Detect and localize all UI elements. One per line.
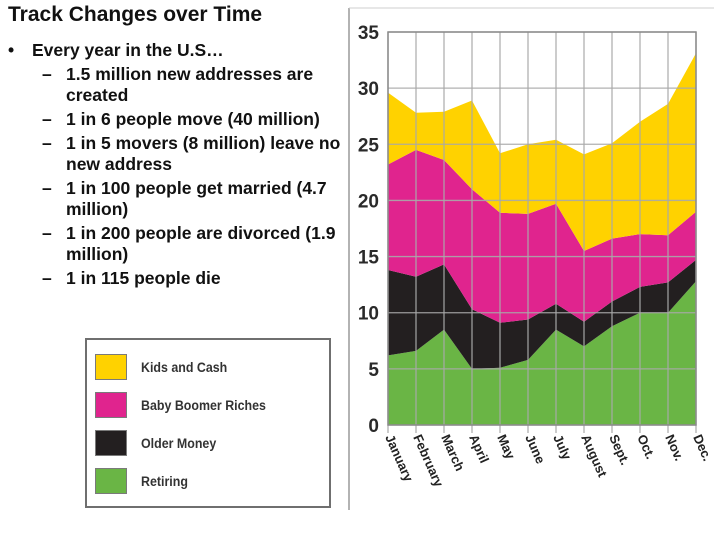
x-tick-label: July — [550, 432, 575, 463]
sub-bullet-text: 1 in 200 people are divorced (1.9 millio… — [66, 223, 336, 264]
x-tick-label: Sept. — [606, 432, 633, 467]
legend-item-older-money: Older Money — [95, 429, 223, 457]
legend-swatch — [95, 468, 127, 494]
bullet-main: • Every year in the U.S… — [8, 40, 348, 61]
sub-bullet: –1 in 100 people get married (4.7 millio… — [8, 178, 348, 220]
y-tick-label: 5 — [368, 360, 379, 381]
dash-marker: – — [42, 64, 52, 84]
bullet-list: • Every year in the U.S… –1.5 million ne… — [8, 40, 348, 292]
area-retiring — [388, 281, 696, 425]
dash-marker: – — [42, 109, 52, 129]
legend-label: Retiring — [141, 473, 188, 489]
bullet-marker: • — [8, 40, 15, 60]
legend-item-retiring: Retiring — [95, 467, 192, 495]
legend-label: Baby Boomer Riches — [141, 397, 266, 413]
sub-bullet-text: 1 in 100 people get married (4.7 million… — [66, 178, 327, 219]
legend-item-baby-boomer-riches: Baby Boomer Riches — [95, 391, 277, 419]
x-tick-label: May — [494, 432, 518, 462]
sub-bullet: –1 in 115 people die — [8, 268, 348, 289]
dash-marker: – — [42, 223, 52, 243]
legend-item-kids-and-cash: Kids and Cash — [95, 353, 235, 381]
y-tick-label: 15 — [358, 248, 380, 269]
sub-bullet-text: 1 in 5 movers (8 million) leave no new a… — [66, 133, 341, 174]
area-kids-and-cash — [388, 53, 696, 251]
dash-marker: – — [42, 268, 52, 288]
legend-swatch — [95, 430, 127, 456]
y-tick-label: 30 — [358, 79, 379, 100]
y-tick-label: 35 — [358, 23, 380, 44]
x-tick-label: April — [466, 432, 492, 465]
dash-marker: – — [42, 178, 52, 198]
y-tick-label: 20 — [358, 191, 379, 212]
legend-swatch — [95, 392, 127, 418]
x-tick-label: June — [522, 432, 548, 466]
plot-frame — [387, 31, 697, 426]
bullet-main-text: Every year in the U.S… — [32, 40, 224, 60]
sub-bullet-text: 1 in 115 people die — [66, 268, 221, 288]
legend-label: Older Money — [141, 435, 217, 451]
area-older-money — [388, 259, 696, 369]
sub-bullet-text: 1 in 6 people move (40 million) — [66, 109, 320, 129]
sub-bullet-text: 1.5 million new addresses are created — [66, 64, 314, 105]
legend-label: Kids and Cash — [141, 359, 228, 375]
sub-bullet: –1 in 6 people move (40 million) — [8, 109, 348, 130]
sub-bullet: –1.5 million new addresses are created — [8, 64, 348, 106]
area-baby-boomer-riches — [388, 149, 696, 323]
x-tick-label: Dec. — [690, 432, 715, 463]
x-tick-label: Oct. — [634, 432, 658, 461]
chart-legend: Kids and Cash Baby Boomer Riches Older M… — [85, 338, 331, 508]
x-tick-label: August — [578, 432, 610, 480]
sub-bullet-list: –1.5 million new addresses are created –… — [8, 64, 348, 289]
x-tick-label: Nov. — [662, 432, 687, 463]
y-tick-label: 0 — [368, 416, 379, 437]
sub-bullet: –1 in 5 movers (8 million) leave no new … — [8, 133, 348, 175]
legend-swatch — [95, 354, 127, 380]
slide-title: Track Changes over Time — [8, 3, 263, 26]
y-tick-label: 25 — [358, 135, 380, 156]
sub-bullet: –1 in 200 people are divorced (1.9 milli… — [8, 223, 348, 265]
dash-marker: – — [42, 133, 52, 153]
x-tick-label: March — [438, 432, 467, 473]
y-tick-label: 10 — [358, 304, 379, 325]
